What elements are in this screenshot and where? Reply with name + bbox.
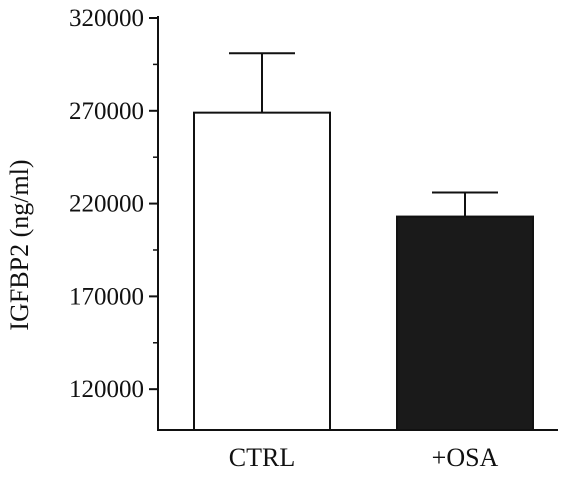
y-tick-label: 120000	[69, 376, 144, 403]
bars-layer	[193, 111, 534, 431]
bar-ctrl	[193, 111, 331, 431]
bar-osa	[396, 215, 534, 431]
y-tick-label: 320000	[69, 5, 144, 32]
y-tick-label: 270000	[69, 98, 144, 125]
x-tick-label: +OSA	[432, 443, 499, 472]
x-tick-label: CTRL	[229, 443, 295, 472]
error-bars-layer	[229, 52, 498, 217]
y-tick-label: 170000	[69, 283, 144, 310]
axes-layer: CTRL +OSA 120000 170000 220000 270000 320000	[69, 5, 558, 472]
y-axis-label: IGFBP2 (ng/ml)	[5, 159, 34, 330]
y-tick-label: 220000	[69, 191, 144, 218]
